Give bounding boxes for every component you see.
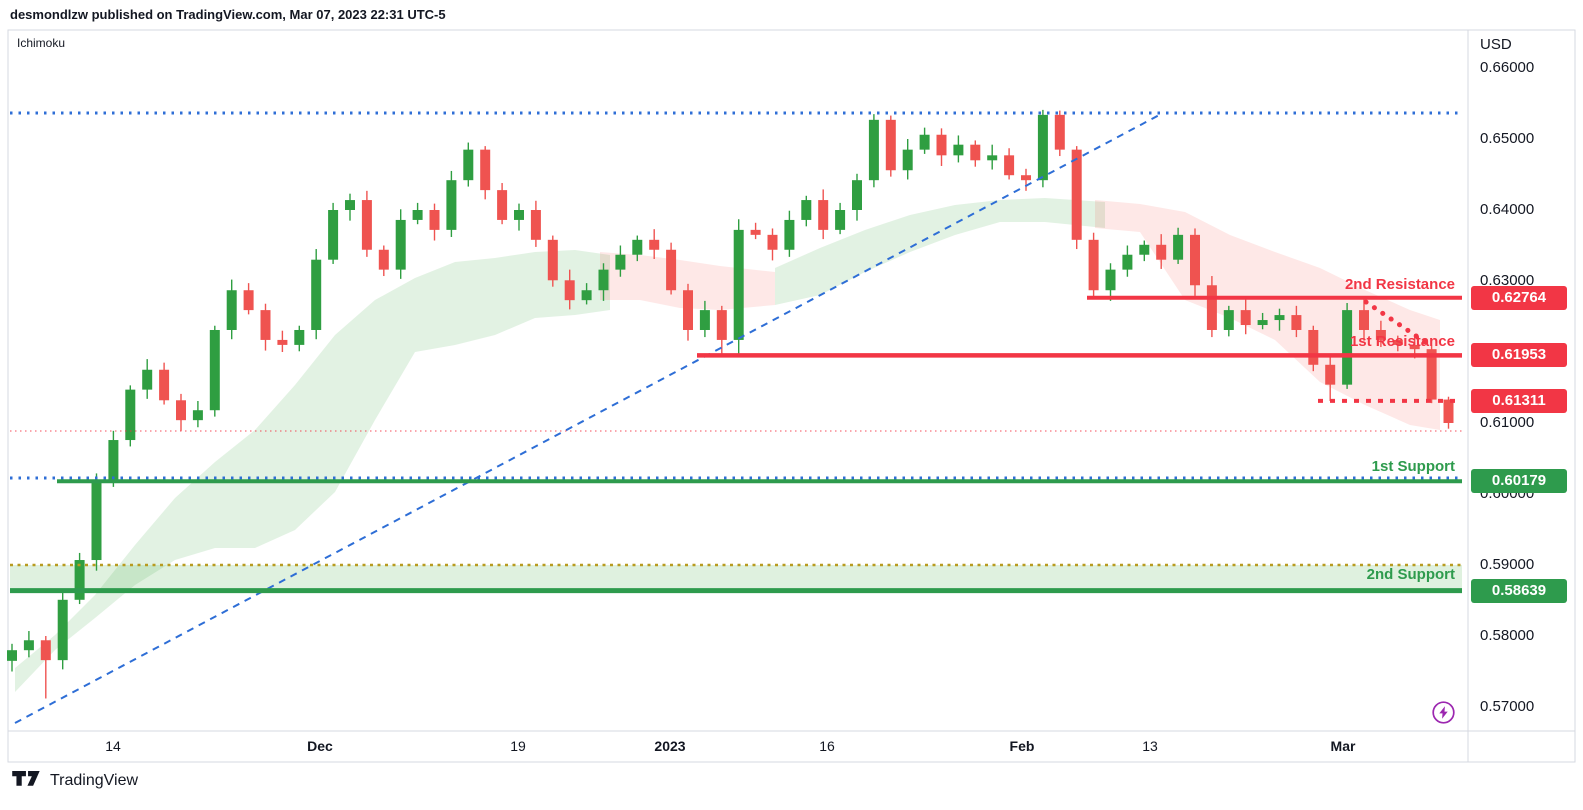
price-axis-label: 0.64000 bbox=[1480, 201, 1535, 218]
lightning-icon[interactable] bbox=[1431, 700, 1456, 725]
time-axis-label-feb: Feb bbox=[1009, 738, 1035, 754]
price-axis-label: 0.65000 bbox=[1480, 130, 1535, 147]
price-badge-0.61953: 0.61953 bbox=[1471, 343, 1567, 368]
price-badge-0.62764: 0.62764 bbox=[1471, 285, 1567, 310]
time-axis-label-dec: Dec bbox=[307, 738, 333, 754]
time-axis-label-14: 14 bbox=[105, 738, 121, 754]
ichimoku-cloud bbox=[15, 198, 1440, 692]
price-badge-0.60179: 0.60179 bbox=[1471, 469, 1567, 494]
time-axis-label-mar: Mar bbox=[1330, 738, 1356, 754]
annotation-1st-support: 1st Support bbox=[1371, 458, 1455, 475]
price-axis[interactable]: USD 0.660000.650000.640000.630000.620000… bbox=[1469, 30, 1583, 762]
tradingview-icon bbox=[12, 771, 40, 786]
published-line: desmondlzw published on TradingView.com,… bbox=[10, 7, 446, 22]
footer-brand[interactable]: TradingView bbox=[12, 771, 138, 790]
price-badge-0.58639: 0.58639 bbox=[1471, 578, 1567, 603]
price-badge-0.61311: 0.61311 bbox=[1471, 388, 1567, 413]
chart-frame-borders bbox=[7, 29, 1576, 763]
indicator-label-ichimoku[interactable]: Ichimoku bbox=[17, 36, 66, 50]
currency-label: USD bbox=[1480, 36, 1512, 53]
time-axis-label-16: 16 bbox=[819, 738, 835, 754]
time-axis-label-19: 19 bbox=[510, 738, 526, 754]
brand-text: TradingView bbox=[50, 771, 139, 789]
price-axis-label: 0.57000 bbox=[1480, 698, 1535, 715]
time-axis[interactable]: 14 Dec 19 2023 16 Feb 13 Mar bbox=[8, 731, 1468, 762]
annotation-2nd-support: 2nd Support bbox=[1366, 566, 1455, 583]
ascending-trendline[interactable] bbox=[14, 112, 1164, 724]
price-axis-label: 0.66000 bbox=[1480, 59, 1535, 76]
time-axis-label-2023: 2023 bbox=[654, 738, 686, 754]
time-axis-label-13: 13 bbox=[1142, 738, 1158, 754]
dotted-arrow-down[interactable] bbox=[1363, 299, 1431, 347]
level-lines[interactable] bbox=[10, 111, 1462, 594]
price-axis-label: 0.58000 bbox=[1480, 627, 1535, 644]
price-axis-label: 0.61000 bbox=[1480, 414, 1535, 431]
price-axis-label: 0.59000 bbox=[1480, 556, 1535, 573]
annotation-2nd-resistance: 2nd Resistance bbox=[1344, 276, 1455, 293]
annotation-1st-resistance: 1st Resistance bbox=[1349, 333, 1455, 350]
candles-group[interactable] bbox=[7, 109, 1454, 699]
price-axis-label: 0.63000 bbox=[1480, 272, 1535, 289]
support-zone-band bbox=[10, 565, 1462, 591]
